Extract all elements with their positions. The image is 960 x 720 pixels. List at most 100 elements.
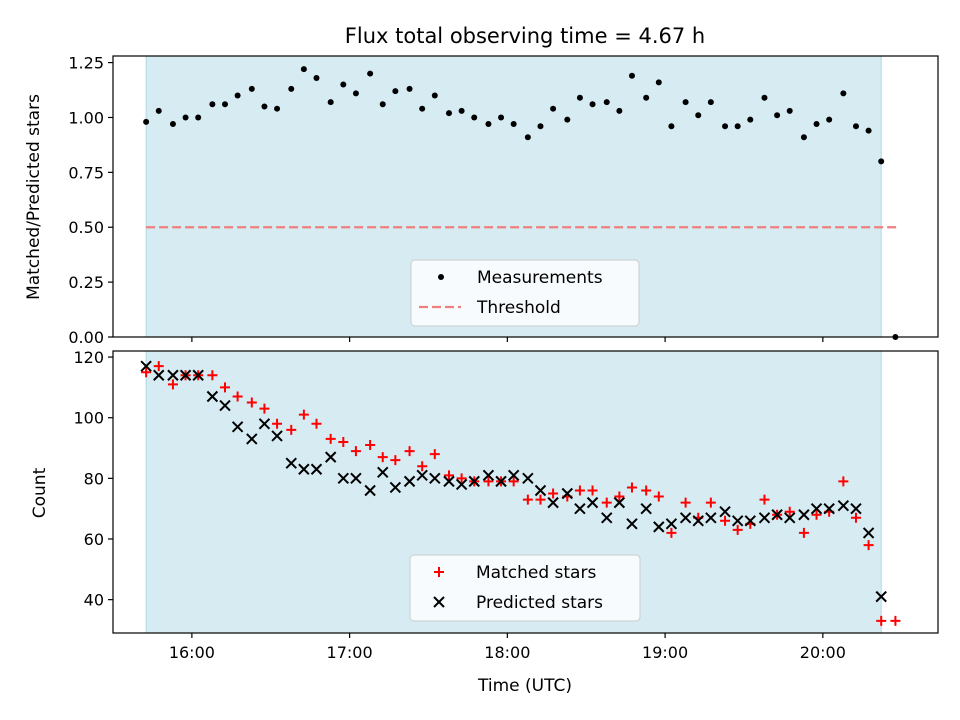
measurement-point: [564, 116, 571, 123]
measurement-point: [498, 114, 505, 121]
predicted-star-point: [758, 512, 771, 524]
measurement-point: [589, 101, 596, 108]
matched-star-point: [850, 512, 861, 523]
y-tick-label: 80: [84, 469, 104, 488]
matched-star-point: [325, 433, 336, 444]
legend-box: [410, 259, 640, 327]
measurement-point: [774, 112, 781, 119]
measurement-point: [182, 114, 189, 121]
predicted-star-point: [653, 521, 665, 533]
measurement-point: [550, 105, 557, 112]
y-axis-label-ratio: Matched/Predicted stars: [24, 94, 44, 300]
y-tick-label: 0.75: [68, 163, 104, 182]
measurement-point: [379, 101, 386, 108]
matched-star-point: [232, 391, 243, 402]
predicted-star-point: [601, 512, 613, 524]
legend-label-threshold: Threshold: [476, 298, 561, 318]
predicted-star-point: [429, 472, 441, 485]
measurement-point: [155, 107, 162, 114]
measurement-point: [576, 94, 583, 101]
predicted-star-point: [798, 509, 810, 521]
predicted-star-point: [613, 496, 626, 509]
legend-label-matched: Matched stars: [476, 563, 596, 583]
measurement-point: [313, 74, 320, 81]
matched-star-point: [141, 367, 152, 378]
ratio-panel: 0.00 0.25 0.50 0.75 1.00 1.25 Measurements Thre…: [68, 54, 939, 347]
matched-star-point: [548, 488, 559, 499]
matched-star-point: [626, 482, 637, 493]
matched-star-point: [641, 485, 652, 496]
matched-star-point: [601, 497, 612, 508]
predicted-star-point: [862, 527, 875, 539]
matched-star-point: [377, 452, 388, 463]
measurement-point: [352, 90, 359, 97]
series-2: [140, 360, 887, 603]
measurement-point: [431, 92, 438, 99]
plot-frame: [112, 55, 939, 338]
predicted-star-point: [850, 502, 862, 515]
measurement-point: [169, 121, 176, 128]
predicted-star-point: [167, 369, 179, 381]
measurement-point: [537, 123, 544, 130]
measurement-point: [813, 121, 820, 128]
matched-star-point: [508, 476, 519, 487]
measurement-point: [327, 99, 334, 106]
matched-star-point: [732, 524, 743, 535]
measurement-point: [616, 107, 623, 114]
matched-star-point: [429, 449, 440, 460]
y-tick-label: 1.25: [68, 54, 104, 73]
measurement-point: [707, 99, 714, 106]
matched-star-point: [680, 497, 691, 508]
matched-star-point: [443, 470, 454, 481]
predicted-star-point: [246, 433, 258, 445]
y-axis-label-count: Count: [30, 467, 50, 518]
y-tick-label: 40: [84, 591, 104, 610]
matched-star-point: [350, 446, 361, 457]
predicted-star-point: [626, 518, 638, 530]
x-tick-label: 19:00: [642, 643, 688, 662]
predicted-star-point: [586, 496, 599, 509]
series-1: [143, 66, 899, 340]
measurement-point: [209, 101, 216, 108]
predicted-star-point: [140, 360, 152, 372]
measurement-point: [826, 116, 833, 123]
predicted-star-point: [784, 512, 796, 524]
predicted-star-point: [837, 499, 850, 512]
measurement-point: [471, 114, 478, 121]
predicted-star-point: [495, 475, 507, 488]
predicted-star-point: [507, 469, 520, 482]
measurement-point: [406, 85, 413, 92]
measurement-point: [274, 105, 281, 112]
predicted-star-point: [231, 421, 244, 433]
matched-star-point: [798, 527, 809, 538]
matched-star-point: [890, 615, 901, 626]
legend-predicted-marker: [433, 596, 445, 608]
predicted-star-point: [403, 475, 416, 488]
matched-star-point: [876, 615, 887, 626]
measurement-point: [445, 110, 452, 117]
measurement-point: [288, 85, 295, 92]
predicted-star-point: [337, 472, 350, 485]
predicted-star-point: [298, 463, 310, 475]
predicted-star-point: [206, 390, 219, 403]
predicted-star-point: [285, 457, 297, 469]
predicted-star-point: [271, 430, 283, 442]
x-tick-label: 17:00: [327, 643, 373, 662]
measurement-point: [510, 121, 517, 128]
predicted-star-point: [679, 512, 692, 524]
matched-star-point: [614, 491, 625, 502]
matched-star-point: [838, 476, 849, 487]
predicted-star-point: [705, 512, 717, 524]
predicted-star-point: [719, 506, 731, 518]
legend: Matched stars Predicted stars: [409, 554, 641, 622]
predicted-star-point: [692, 515, 704, 527]
matched-star-point: [587, 485, 598, 496]
predicted-star-point: [324, 451, 337, 463]
matched-star-point: [390, 455, 401, 466]
measurement-point: [786, 107, 793, 114]
matched-star-point: [535, 494, 546, 505]
matched-star-point: [522, 494, 533, 505]
predicted-star-point: [561, 487, 574, 500]
predicted-star-point: [482, 469, 495, 482]
matched-star-point: [456, 473, 467, 484]
